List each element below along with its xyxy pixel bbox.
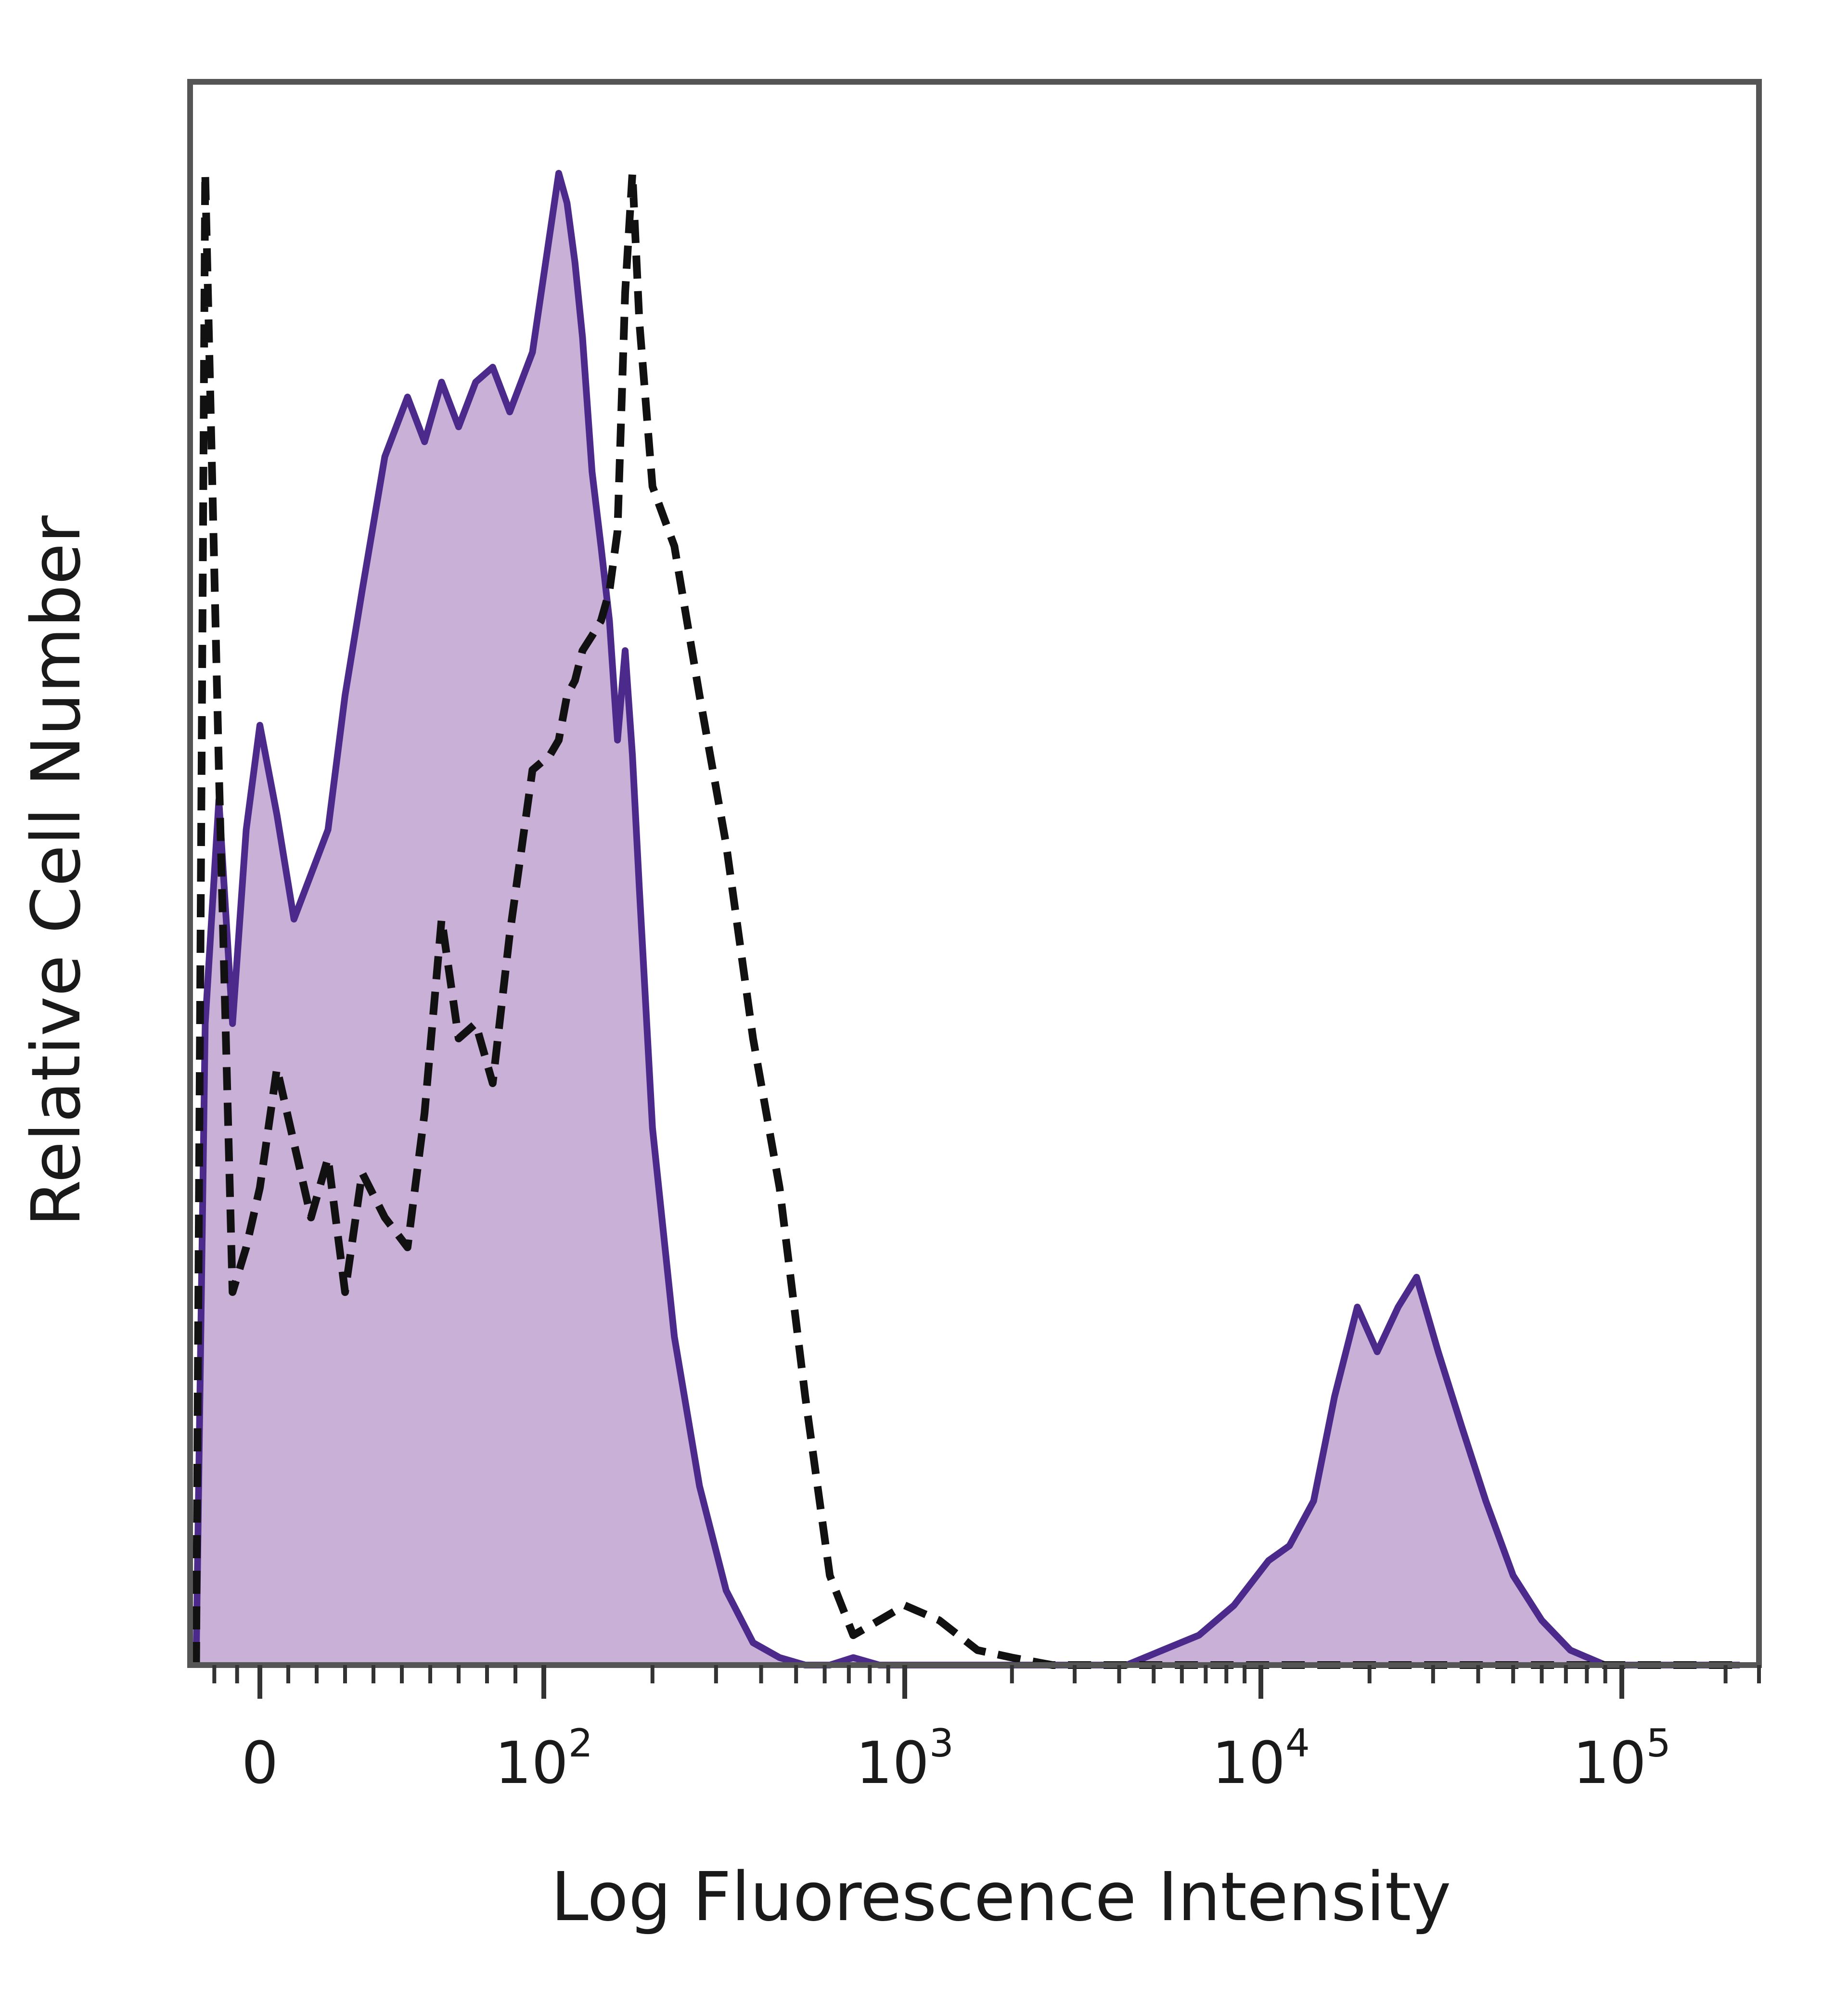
- x-tick-label-3: 103: [856, 1721, 954, 1797]
- x-tick-label-4: 104: [1212, 1721, 1310, 1797]
- x-axis-title: Log Fluorescence Intensity: [551, 1858, 1451, 1936]
- x-tick-label-1: 0: [242, 1730, 278, 1797]
- series-1-fill: [196, 173, 1740, 1665]
- x-tick-label-2: 102: [495, 1721, 593, 1797]
- x-tick-label-5: 105: [1573, 1721, 1671, 1797]
- y-axis-title: Relative Cell Number: [17, 515, 96, 1227]
- series-1-line: [192, 170, 1740, 1668]
- plot-frame: [187, 79, 1762, 1668]
- series-layer: [192, 169, 1740, 1669]
- series-2-line: [192, 169, 1740, 1669]
- x-axis-ticks: 0 102 103 104 105: [212, 1665, 1761, 1797]
